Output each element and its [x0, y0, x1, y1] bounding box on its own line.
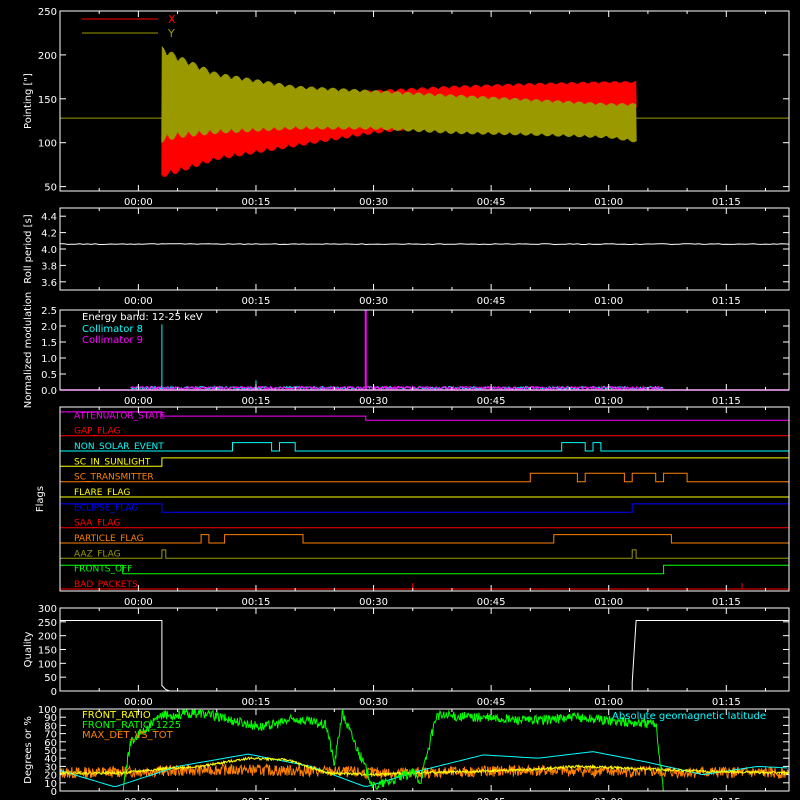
- legend-label: X: [168, 13, 176, 26]
- roll-period-series: [60, 244, 789, 245]
- x-tick-label: 00:15: [242, 396, 271, 407]
- y-axis-label: Quality: [23, 632, 34, 668]
- legend-label: Collimator 8: [82, 324, 143, 335]
- flag-line-sc-in-sunlight: [60, 458, 789, 466]
- x-tick-label: 01:00: [594, 296, 623, 307]
- x-tick-label: 00:45: [477, 597, 506, 608]
- x-tick-label: 01:15: [712, 197, 741, 208]
- flag-label: SC_IN_SUNLIGHT: [74, 457, 151, 467]
- flag-label: SC_TRANSMITTER: [74, 473, 154, 483]
- y-tick-label: 0.0: [41, 386, 57, 397]
- x-tick-label: 01:15: [712, 697, 741, 708]
- plot-frame: [60, 407, 789, 591]
- x-tick-label: 00:30: [359, 396, 388, 407]
- y-tick-label: 100: [38, 705, 57, 716]
- y-tick-label: 4.4: [41, 212, 57, 223]
- y-axis-label: Roll period [s]: [23, 214, 34, 283]
- flag-line-attenuator-state: [60, 412, 789, 420]
- y-tick-label: 2.5: [41, 306, 57, 317]
- y-tick-label: 3.6: [41, 278, 57, 289]
- x-tick-label: 01:15: [712, 396, 741, 407]
- modulation-panel: 0.0 0.5 1.0 1.5 2.0 2.5 Normalized modulation E…: [23, 292, 789, 409]
- y-tick-label: 100: [38, 659, 57, 670]
- roll-period-panel: 3.6 3.8 4.0 4.2 4.4 Roll period [s] 00:00 00:15…: [23, 208, 789, 307]
- x-tick-label: 00:00: [124, 597, 153, 608]
- y-tick-label: 4.2: [41, 229, 57, 240]
- flag-line-particle-flag: [60, 535, 789, 543]
- flag-label: FRONTS_OFF: [74, 565, 132, 575]
- quality-series: [60, 621, 789, 692]
- y-axis-label: Pointing ["]: [23, 73, 34, 129]
- y-tick-label: 250: [38, 7, 57, 18]
- flag-line-aaz-flag: [60, 550, 789, 558]
- x-tick-label: 01:00: [594, 597, 623, 608]
- y-tick-label: 1.0: [41, 354, 57, 365]
- x-tick-label: 01:00: [594, 396, 623, 407]
- y-tick-label: 200: [38, 632, 57, 643]
- quality-panel: 0 50 100 150 200 250 300 Quality 00:00 00:15 00:30…: [23, 604, 789, 708]
- y-tick-label: 200: [38, 51, 57, 62]
- x-tick-label: 00:00: [124, 296, 153, 307]
- flag-label: ECLIPSE_FLAG: [74, 503, 138, 513]
- legend-label: Y: [167, 27, 175, 40]
- y-tick-label: 3.8: [41, 261, 57, 272]
- flag-label: GAP_FLAG: [74, 427, 120, 437]
- y-tick-label: 4.0: [41, 245, 57, 256]
- x-tick-label: 00:00: [124, 396, 153, 407]
- flag-line-sc-transmitter: [60, 473, 789, 482]
- flag-label: FLARE_FLAG: [74, 488, 130, 498]
- y-tick-label: 1.5: [41, 338, 57, 349]
- x-tick-label: 00:00: [124, 697, 153, 708]
- pointing-plot-area: [60, 47, 789, 177]
- latitude-annotation: Absolute geomagnetic latitude: [612, 711, 766, 722]
- flag-label: SAA_FLAG: [74, 519, 120, 529]
- y-tick-label: 250: [38, 618, 57, 629]
- flags-panel: ATTENUATOR_STATE GAP_FLAG NON_SOLAR_EVENT S…: [35, 407, 789, 608]
- y-tick-label: 100: [38, 139, 57, 150]
- y-tick-label: 0: [51, 687, 57, 698]
- plot-frame: [60, 208, 789, 290]
- y-axis-label: Flags: [35, 486, 46, 512]
- y-tick-label: 150: [38, 646, 57, 657]
- y-tick-label: 50: [44, 673, 57, 684]
- x-tick-label: 00:15: [242, 296, 271, 307]
- x-tick-label: 00:45: [477, 197, 506, 208]
- flag-line-eclipse-flag: [60, 504, 789, 512]
- x-tick-label: 01:15: [712, 597, 741, 608]
- energy-band-annotation: Energy band: 12-25 keV: [82, 312, 203, 323]
- y-tick-label: 50: [44, 183, 57, 194]
- flag-label: PARTICLE_FLAG: [74, 534, 144, 544]
- flag-label: ATTENUATOR_STATE: [74, 411, 166, 421]
- x-tick-label: 00:15: [242, 197, 271, 208]
- y-axis-label: Normalized modulation: [23, 292, 34, 409]
- ratios-panel: 0102030405060708090100 Degrees or % FRONT_…: [23, 705, 789, 800]
- flag-label: AAZ_FLAG: [74, 549, 121, 559]
- x-tick-label: 01:00: [594, 697, 623, 708]
- x-tick-label: 00:30: [359, 197, 388, 208]
- legend-label: Collimator 9: [82, 335, 143, 346]
- y-tick-label: 0.5: [41, 370, 57, 381]
- pointing-panel: 50 100 150 200 250 Pointing ["] XY 00:00 00:15 00…: [23, 7, 789, 208]
- x-tick-label: 00:15: [242, 697, 271, 708]
- x-tick-label: 00:15: [242, 597, 271, 608]
- flag-label: BAD_PACKETS: [74, 580, 138, 590]
- x-tick-label: 01:15: [712, 296, 741, 307]
- x-tick-label: 00:30: [359, 697, 388, 708]
- y-axis-label: Degrees or %: [23, 716, 34, 784]
- y-tick-label: 300: [38, 604, 57, 615]
- x-tick-label: 00:45: [477, 697, 506, 708]
- legend-label: MAX_DET_VS_TOT: [82, 730, 174, 741]
- x-tick-label: 01:00: [594, 197, 623, 208]
- x-tick-label: 00:30: [359, 296, 388, 307]
- x-tick-label: 00:45: [477, 396, 506, 407]
- lightcurve-figure: 50100150200250Pointing ["]XY00:00 00:15 00…: [0, 0, 800, 800]
- flag-line-non-solar-event: [60, 443, 789, 451]
- x-tick-label: 00:30: [359, 597, 388, 608]
- y-tick-label: 150: [38, 95, 57, 106]
- flag-label: NON_SOLAR_EVENT: [74, 442, 164, 452]
- x-tick-label: 00:00: [124, 197, 153, 208]
- flag-line-fronts-off: [60, 565, 789, 574]
- y-tick-label: 2.0: [41, 322, 57, 333]
- x-tick-label: 00:45: [477, 296, 506, 307]
